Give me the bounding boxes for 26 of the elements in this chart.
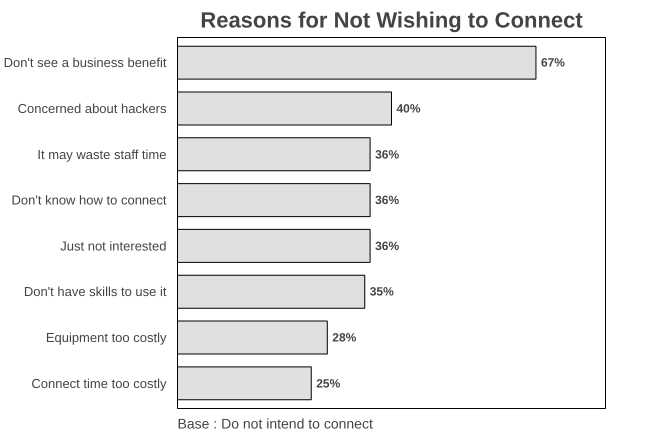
y-tick-label: Just not interested [60,238,167,254]
y-tick-label: Don't have skills to use it [24,284,167,300]
data-label: 36% [375,238,400,253]
y-tick-label: Connect time too costly [31,376,167,391]
data-label: 67% [540,56,566,70]
y-tick-label: Equipment too costly [46,330,167,346]
text: Base : Do not intend to connect [178,416,373,432]
bar [178,228,371,263]
y-tick-label: It may waste staff time [37,146,167,162]
data-label: 36% [375,193,400,208]
bar [178,183,371,218]
data-label: 40% [396,101,421,116]
y-tick-label: Don't see a business benefit [4,55,167,70]
bar [178,137,371,172]
data-label: 28% [332,330,357,345]
data-label: 25% [316,376,341,390]
bar [178,274,366,309]
y-tick-label: Concerned about hackers [18,100,167,116]
bar [178,92,392,126]
y-tick-label: Don't know how to connect [12,192,167,208]
bar [178,320,328,354]
data-label: 36% [375,147,400,162]
bar [178,366,312,400]
data-label: 35% [370,284,394,299]
bar [178,46,536,80]
chart-title: Reasons for Not Wishing to Connect [200,8,584,32]
